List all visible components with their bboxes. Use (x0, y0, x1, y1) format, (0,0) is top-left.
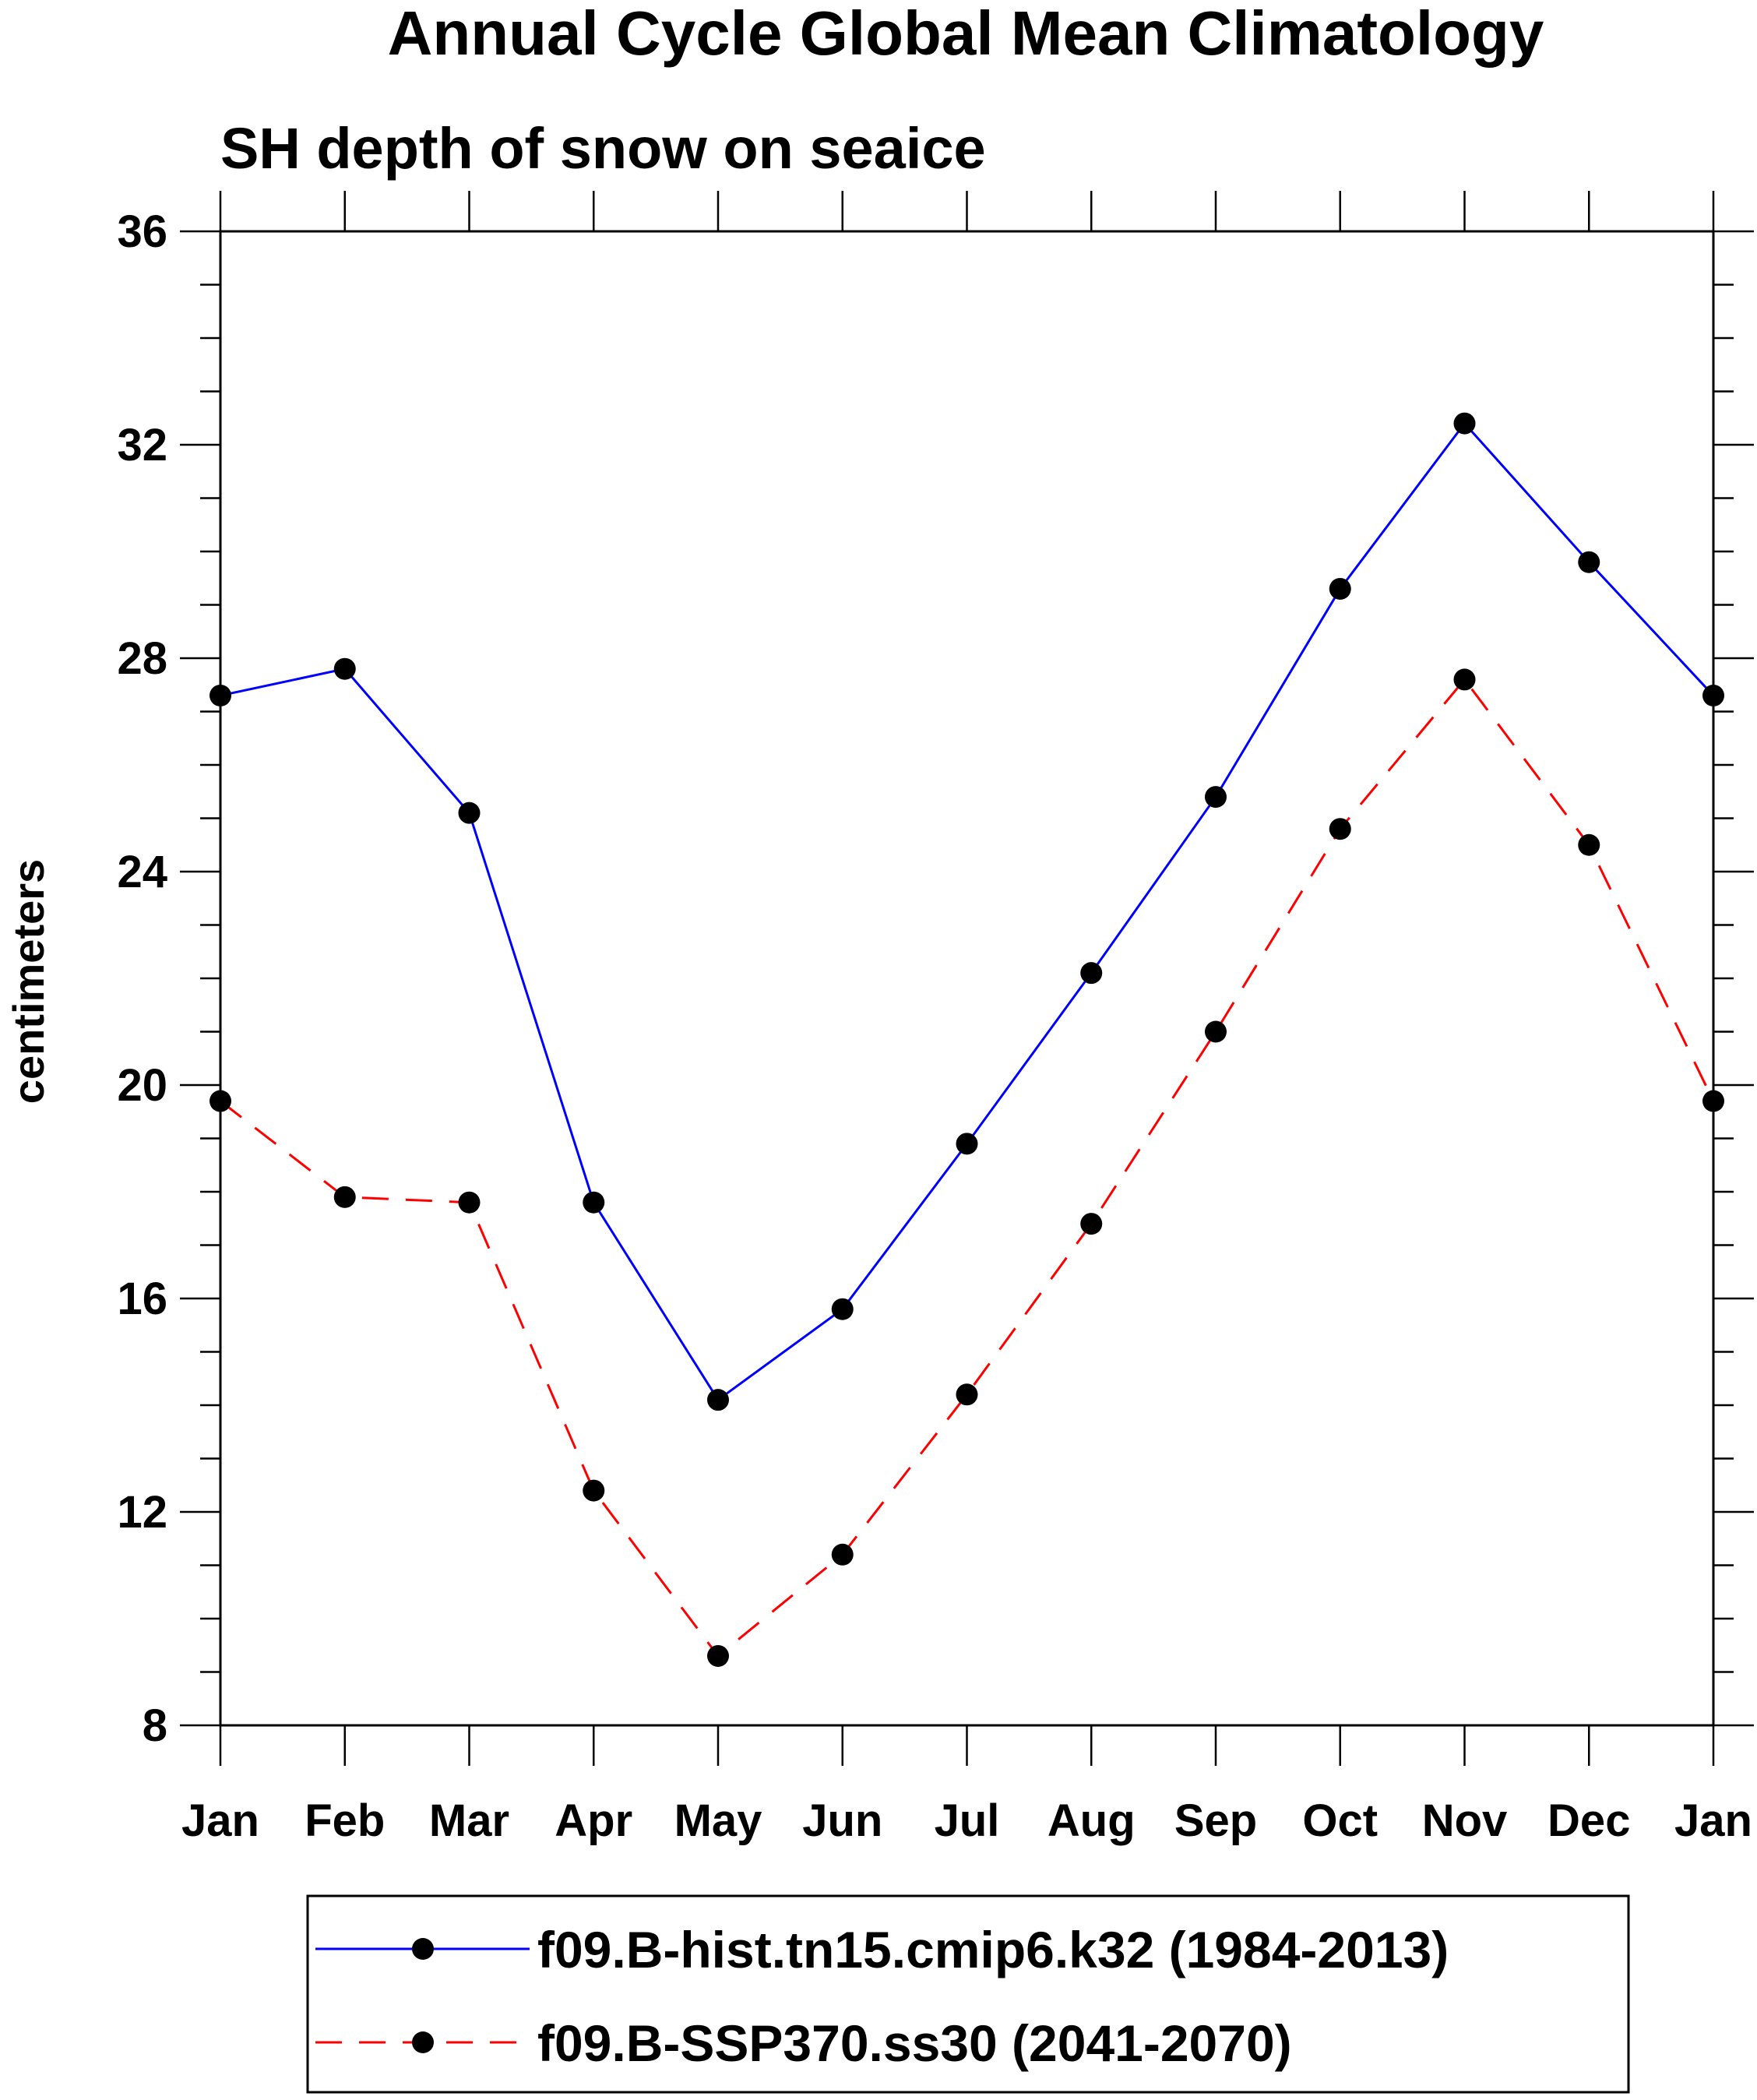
data-point (458, 802, 481, 824)
data-point (1453, 668, 1476, 691)
x-tick-label: Jan (1674, 1795, 1752, 1846)
y-tick-label: 20 (117, 1060, 167, 1111)
data-point (707, 1389, 729, 1411)
data-point (1205, 1020, 1227, 1043)
data-point (1080, 1213, 1103, 1235)
y-tick-label: 12 (117, 1487, 167, 1538)
x-tick-label: May (674, 1795, 762, 1846)
legend-marker-2 (412, 2031, 434, 2053)
data-point (707, 1644, 729, 1667)
data-point (333, 657, 356, 680)
data-point (956, 1383, 978, 1406)
y-tick-label: 16 (117, 1274, 167, 1324)
data-point (1453, 412, 1476, 435)
data-point (1578, 833, 1600, 856)
data-point (831, 1543, 854, 1566)
x-tick-label: Jan (181, 1795, 259, 1846)
data-point (1329, 577, 1351, 600)
x-tick-label: Jun (802, 1795, 882, 1846)
y-tick-label: 32 (117, 420, 167, 470)
plot-area: 8 12 16 20 24 28 32 36 Jan Feb Mar Apr May Jun Jul Aug S… (117, 191, 1754, 1846)
data-point (210, 1090, 231, 1112)
x-tick-label: Oct (1302, 1795, 1378, 1846)
x-tick-label: Sep (1174, 1795, 1257, 1846)
y-tick-label: 8 (143, 1700, 167, 1751)
data-point (583, 1479, 605, 1502)
series-line-1 (220, 421, 1715, 1402)
y-tick-label: 36 (117, 206, 167, 257)
chart-subtitle: SH depth of snow on seaice (220, 116, 986, 181)
series-line-2 (220, 677, 1715, 1658)
x-tick-label: Feb (305, 1795, 385, 1846)
legend-label-1: f09.B-hist.tn15.cmip6.k32 (1984-2013) (537, 1921, 1449, 1978)
legend: f09.B-hist.tn15.cmip6.k32 (1984-2013) f09… (306, 1894, 1630, 2094)
x-tick-label: Mar (429, 1795, 509, 1846)
plot-frame (219, 230, 1715, 1727)
data-point (1702, 1090, 1724, 1112)
legend-marker-1 (412, 1938, 434, 1960)
data-point (583, 1191, 605, 1214)
data-point (458, 1191, 481, 1214)
x-tick-label: Dec (1547, 1795, 1630, 1846)
chart-title: Annual Cycle Global Mean Climatology (388, 0, 1544, 68)
data-point (1578, 551, 1600, 573)
y-axis-label: centimeters (4, 859, 53, 1104)
x-tick-label: Apr (555, 1795, 632, 1846)
y-tick-label: 24 (117, 847, 167, 897)
data-point (956, 1133, 978, 1155)
y-tick-label: 28 (117, 633, 167, 684)
x-tick-label: Aug (1048, 1795, 1136, 1846)
data-point (831, 1298, 854, 1320)
data-point (1329, 818, 1351, 840)
data-point (333, 1186, 356, 1208)
legend-box (306, 1894, 1630, 2094)
x-tick-label: Nov (1422, 1795, 1508, 1846)
data-point (1080, 962, 1103, 985)
data-point (1702, 684, 1724, 706)
data-point (1205, 786, 1227, 809)
legend-label-2: f09.B-SSP370.ss30 (2041-2070) (537, 2014, 1292, 2072)
x-tick-label: Jul (935, 1795, 1000, 1846)
data-point (210, 684, 231, 706)
